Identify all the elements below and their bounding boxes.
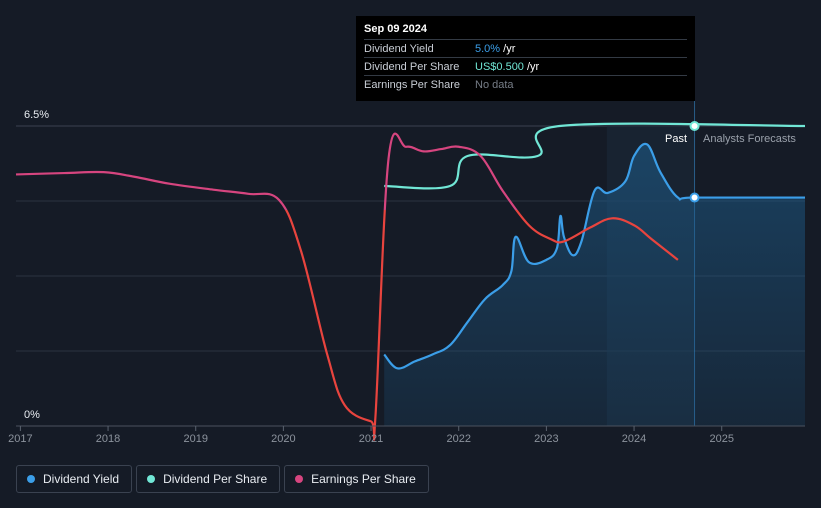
past-label: Past (665, 133, 687, 145)
tooltip-row: Dividend Per Share US$0.500 /yr (364, 57, 687, 75)
tooltip-label: Dividend Yield (364, 42, 434, 55)
chart-legend: Dividend Yield Dividend Per Share Earnin… (16, 465, 429, 493)
yield-area (384, 143, 805, 426)
legend-dot-icon (147, 475, 156, 483)
tooltip-value: No data (475, 78, 514, 91)
legend-earnings-per-share[interactable]: Earnings Per Share (284, 465, 429, 493)
series-lines (15, 122, 806, 441)
y-label-top: 6.5% (24, 109, 49, 121)
yield-line (383, 142, 805, 370)
legend-dot-icon (27, 475, 35, 483)
tooltip-label: Dividend Per Share (364, 60, 460, 73)
tooltip-row: Earnings Per Share No data (364, 75, 687, 93)
legend-dividend-per-share[interactable]: Dividend Per Share (136, 465, 281, 493)
legend-label: Earnings Per Share (311, 472, 416, 486)
dps-marker (689, 121, 700, 131)
x-tick-label: 2025 (709, 433, 733, 445)
legend-label: Dividend Yield (43, 472, 120, 486)
x-tick-label: 2019 (183, 433, 207, 445)
x-tick-label: 2021 (359, 433, 383, 445)
x-tick-label: 2020 (271, 433, 295, 445)
yield-marker (689, 192, 700, 203)
tooltip-value: US$0.500 /yr (475, 60, 540, 73)
x-tick-label: 2023 (534, 433, 558, 445)
legend-dot-icon (295, 475, 304, 483)
tooltip-label: Earnings Per Share (364, 78, 460, 91)
dps-line (384, 122, 806, 190)
x-tick-label: 2017 (8, 433, 32, 445)
eps-line-low (284, 210, 679, 441)
x-tick-label: 2022 (446, 433, 470, 445)
x-tick-label: 2024 (622, 433, 646, 445)
tooltip-date: Sep 09 2024 (364, 23, 427, 35)
series-markers (689, 121, 700, 203)
tooltip-value: 5.0% /yr (475, 42, 516, 55)
legend-label: Dividend Per Share (163, 472, 268, 486)
hover-tooltip: Sep 09 2024 Dividend Yield 5.0% /yr Divi… (356, 16, 695, 101)
forecast-label: Analysts Forecasts (703, 133, 796, 145)
eps-line-high (15, 132, 518, 210)
dividend-chart: 2017 2018 2019 2020 2021 2022 2023 2024 2025 6.5… (8, 100, 806, 445)
yield-area-fill (384, 143, 805, 426)
legend-dividend-yield[interactable]: Dividend Yield (16, 465, 133, 493)
x-axis: 2017 2018 2019 2020 2021 2022 2023 2024 2025 (8, 425, 805, 445)
tooltip-row: Dividend Yield 5.0% /yr (364, 39, 687, 57)
x-tick-label: 2018 (96, 433, 120, 445)
y-label-bottom: 0% (24, 409, 40, 421)
